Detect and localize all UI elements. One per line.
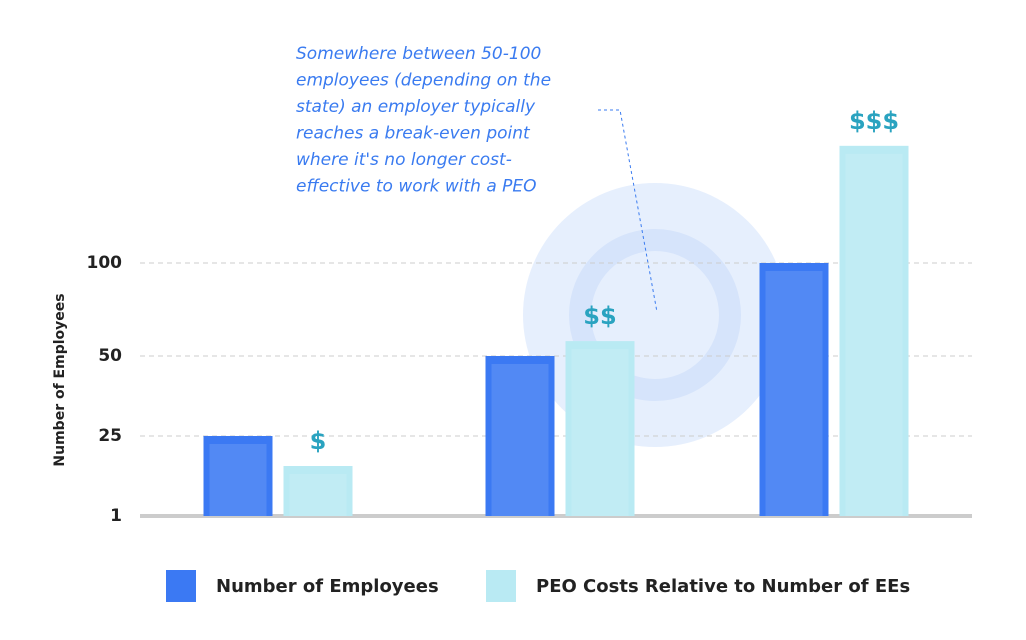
- bar-shade: [209, 444, 267, 516]
- bar: [485, 356, 555, 516]
- cost-label: $$: [583, 302, 616, 330]
- bar-shade: [289, 474, 347, 516]
- y-axis-label: Number of Employees: [52, 293, 68, 466]
- bar: [759, 263, 829, 516]
- bar: [203, 436, 273, 516]
- cost-label: $: [310, 427, 327, 455]
- y-tick-label: 50: [98, 346, 122, 366]
- annotation-leader: [598, 109, 658, 313]
- bar-shade: [491, 364, 549, 516]
- legend-label: PEO Costs Relative to Number of EEs: [536, 576, 910, 597]
- bar-shade: [765, 271, 823, 516]
- decor-ring: [569, 229, 741, 401]
- annotation-line: employees (depending on the: [296, 71, 551, 91]
- y-tick-label: 25: [98, 426, 122, 446]
- decor-circle: [523, 183, 787, 447]
- bar-shade: [571, 349, 629, 516]
- legend-swatch: [166, 570, 196, 602]
- bar: [283, 466, 353, 516]
- annotation-line: effective to work with a PEO: [296, 177, 537, 197]
- bar-shade: [845, 153, 903, 516]
- annotation-line: where it's no longer cost-: [296, 150, 512, 170]
- bar: [565, 341, 635, 516]
- y-tick-label: 100: [87, 253, 123, 273]
- cost-label: $$$: [849, 107, 899, 135]
- legend-label: Number of Employees: [216, 576, 439, 597]
- annotation-line: state) an employer typically: [296, 97, 536, 117]
- y-tick-label: 1: [110, 506, 122, 526]
- annotation-line: Somewhere between 50-100: [296, 44, 541, 64]
- annotation-line: reaches a break-even point: [296, 124, 531, 144]
- legend-swatch: [486, 570, 516, 602]
- bar: [839, 145, 909, 516]
